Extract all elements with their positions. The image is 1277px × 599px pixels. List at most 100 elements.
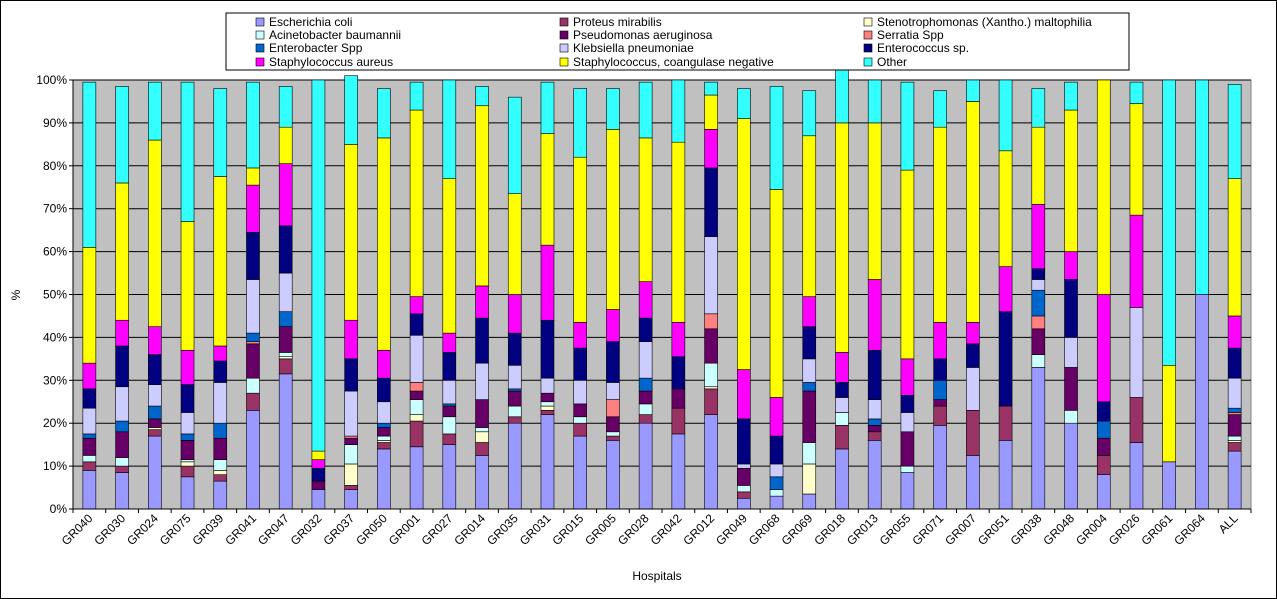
bar-segment <box>344 358 358 392</box>
bar-segment <box>867 349 882 400</box>
bar-segment <box>311 79 326 452</box>
bar-segment <box>377 435 391 441</box>
bar-segment <box>246 343 260 379</box>
bar-segment <box>311 467 326 482</box>
bar-segment <box>115 345 129 388</box>
bar-segment <box>737 467 751 486</box>
bar-segment <box>148 384 162 407</box>
bar-segment <box>671 141 686 323</box>
x-tick-label: GR015 <box>550 511 587 548</box>
bar-segment <box>213 459 228 471</box>
bar-segment <box>835 68 849 124</box>
bar-segment <box>278 373 293 510</box>
bar-segment <box>737 463 751 469</box>
bar-segment <box>377 137 391 351</box>
bar-segment <box>1129 81 1144 104</box>
bar-segment <box>606 309 620 342</box>
x-tick-label: GR047 <box>255 511 292 548</box>
bar-segment <box>1064 367 1078 411</box>
bar-segment <box>213 88 228 177</box>
x-tick-label: GR001 <box>386 511 423 548</box>
x-tick-label: GR018 <box>811 511 848 548</box>
legend-label: Other <box>877 55 907 69</box>
bar-segment <box>82 470 97 510</box>
legend-swatch <box>863 57 873 67</box>
bar-segment <box>409 296 424 315</box>
x-tick-label: GR068 <box>746 511 783 548</box>
y-tick-label: 20% <box>43 416 67 430</box>
bar-segment <box>606 431 620 437</box>
bar-segment <box>278 356 293 360</box>
bar-segment <box>246 279 260 334</box>
bar-segment <box>802 135 817 297</box>
x-tick-label: GR014 <box>451 511 488 548</box>
bar-segment <box>148 418 162 428</box>
bar-segment <box>213 422 228 439</box>
x-tick-label: GR071 <box>909 511 946 548</box>
bar-segment <box>867 122 882 280</box>
bar-segment <box>704 129 718 169</box>
bar-segment <box>671 407 686 435</box>
bar-segment <box>180 459 195 463</box>
bar-segment <box>115 465 129 473</box>
bar-segment <box>737 491 751 499</box>
bar-segment <box>1195 294 1209 510</box>
bar-segment <box>377 401 391 424</box>
bar-segment <box>475 455 489 510</box>
bar-segment <box>573 347 587 381</box>
x-tick-label: GR013 <box>844 511 881 548</box>
bar-segment <box>835 122 849 353</box>
y-tick-label: 80% <box>43 159 67 173</box>
bar-segment <box>115 457 129 467</box>
bar-segment <box>507 390 522 407</box>
bar-segment <box>278 126 293 164</box>
bar-segment <box>213 382 228 424</box>
bar-segment <box>82 247 97 364</box>
bar-segment <box>802 463 817 495</box>
x-tick-label: ALL <box>1216 511 1241 536</box>
bar-segment <box>1064 279 1078 338</box>
y-tick-label: 40% <box>43 330 67 344</box>
bar-segment <box>278 86 293 128</box>
bar-segment <box>1096 455 1111 475</box>
bar-segment <box>540 319 555 379</box>
bar-segment <box>737 418 751 465</box>
bar-segment <box>377 422 391 428</box>
legend-label: Klebsiella pneumoniae <box>573 41 694 55</box>
bar-segment <box>409 446 424 510</box>
bar-segment <box>507 388 522 392</box>
bar-segment <box>933 358 947 381</box>
bar-segment <box>638 390 653 405</box>
bar-segment <box>1064 422 1078 510</box>
bar-segment <box>409 390 424 400</box>
bar-segment <box>246 332 260 342</box>
bar-segment <box>442 405 457 418</box>
x-tick-label: GR042 <box>648 511 685 548</box>
legend-swatch <box>559 57 569 67</box>
bar-segment <box>246 167 260 186</box>
legend-label: Stenotrophomonas (Xantho.) maltophilia <box>877 15 1092 29</box>
bar-segment <box>933 405 947 426</box>
bar-segment <box>606 341 620 383</box>
bar-segment <box>933 126 947 323</box>
bar-segment <box>180 461 195 467</box>
bar-segment <box>1162 461 1176 510</box>
bar-segment <box>933 90 947 128</box>
bar-segment <box>606 440 620 510</box>
legend-box <box>225 12 1130 71</box>
bar-segment <box>966 322 980 345</box>
bar-segment <box>475 431 489 443</box>
bar-segment <box>867 279 882 351</box>
bar-segment <box>507 416 522 424</box>
bar-segment <box>1064 81 1078 111</box>
legend-swatch <box>863 30 873 40</box>
legend-swatch <box>863 17 873 27</box>
legend-label: Staphylococcus aureus <box>269 55 393 69</box>
bar-segment <box>475 105 489 287</box>
bar-segment <box>900 431 915 467</box>
bar-segment <box>1227 440 1242 443</box>
bar-segment <box>867 399 882 420</box>
x-tick-label: GR069 <box>779 511 816 548</box>
bar-segment <box>769 489 784 497</box>
bar-segment <box>573 88 587 158</box>
